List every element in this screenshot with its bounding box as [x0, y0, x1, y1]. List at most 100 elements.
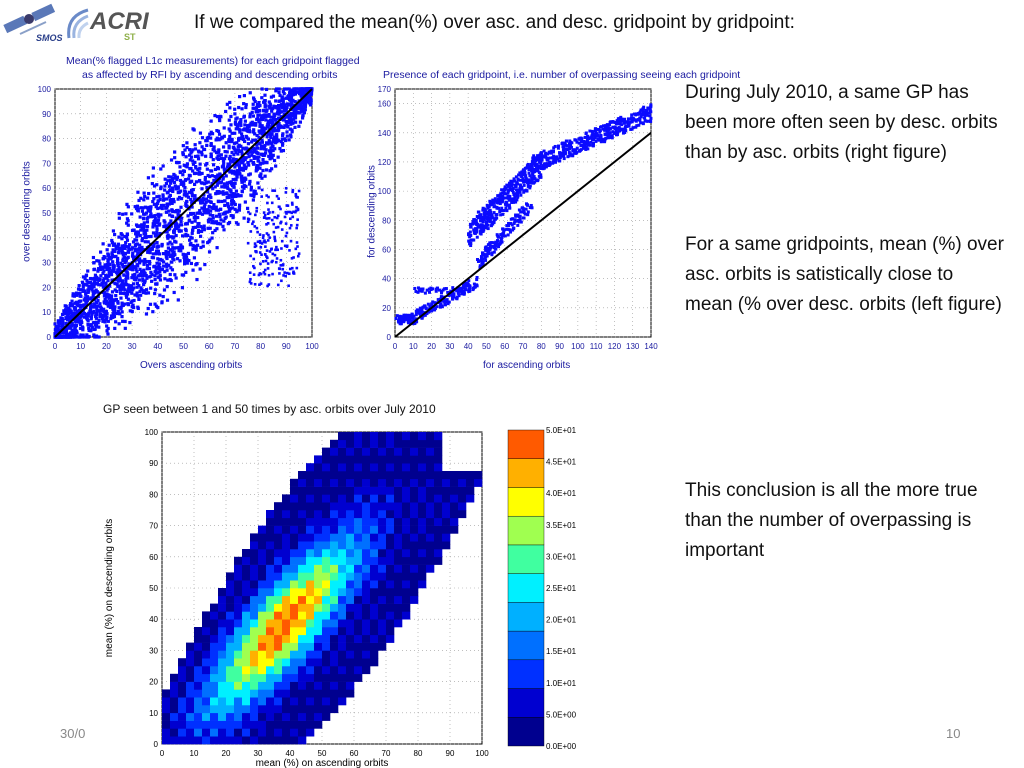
scatter-point: [277, 267, 281, 270]
scatter-point: [222, 228, 226, 232]
scatter-point: [225, 150, 229, 154]
heatmap-cell: [370, 650, 379, 659]
scatter-point: [484, 216, 488, 220]
scatter-point: [227, 118, 231, 122]
heatmap-cell: [354, 455, 363, 464]
scatter-point: [123, 292, 127, 296]
heatmap-cell: [290, 556, 299, 565]
heatmap-cell: [266, 720, 275, 729]
heatmap-cell: [282, 494, 291, 503]
scatter-point: [291, 121, 295, 125]
scatter-point: [193, 160, 197, 164]
heatmap-cell: [306, 697, 315, 706]
heatmap-cell: [290, 486, 299, 495]
scatter-point: [163, 270, 167, 274]
scatter-point: [120, 315, 124, 319]
heatmap-cell: [338, 455, 347, 464]
scatter-point: [221, 190, 225, 194]
scatter-point: [294, 194, 298, 197]
scatter-point: [94, 316, 98, 320]
scatter-point: [267, 195, 270, 199]
scatter-point: [164, 224, 168, 228]
heatmap-cell: [410, 533, 419, 542]
y-tick-label: 70: [149, 522, 158, 531]
scatter-point: [253, 242, 257, 245]
scatter-point: [230, 131, 234, 135]
scatter-point: [198, 162, 202, 166]
scatter-point: [151, 199, 155, 204]
scatter-point: [288, 96, 292, 100]
scatter-point: [594, 139, 598, 143]
heatmap-cell: [314, 658, 323, 667]
scatter-point: [512, 177, 516, 181]
scatter-point: [104, 317, 108, 321]
heatmap-cell: [362, 471, 371, 480]
scatter-point: [270, 109, 274, 113]
scatter-point: [205, 136, 209, 140]
x-tick-label: 120: [608, 342, 622, 351]
satellite-icon: [3, 3, 56, 35]
scatter-point: [133, 255, 138, 260]
heatmap-cell: [378, 572, 387, 581]
scatter-point: [508, 183, 512, 187]
scatter-point: [270, 141, 274, 146]
scatter-point: [420, 307, 424, 311]
heatmap-cell: [314, 580, 323, 589]
scatter-point: [207, 204, 211, 209]
scatter-point: [546, 152, 550, 156]
heatmap-cell: [210, 666, 219, 675]
scatter-point: [142, 289, 146, 293]
x-tick-label: 60: [205, 342, 214, 351]
scatter-point: [239, 136, 243, 141]
scatter-point: [113, 305, 117, 309]
scatter-point: [103, 297, 107, 302]
scatter-point: [121, 212, 125, 216]
heatmap-cell: [210, 720, 219, 729]
scatter-point: [265, 249, 269, 252]
scatter-point: [229, 123, 233, 127]
scatter-point: [125, 232, 130, 236]
scatter-point: [201, 244, 205, 248]
scatter-point: [416, 290, 420, 294]
heatmap-cell: [314, 720, 323, 729]
scatter-point: [261, 117, 265, 122]
scatter-point: [280, 137, 284, 141]
scatter-point: [141, 274, 145, 278]
scatter-point: [498, 242, 502, 246]
scatter-point: [255, 103, 260, 107]
scatter-point: [490, 213, 494, 217]
heatmap-cell: [346, 603, 355, 612]
scatter-point: [99, 274, 103, 278]
scatter-point: [612, 131, 616, 135]
scatter-point: [138, 215, 142, 219]
scatter-point: [603, 125, 607, 129]
scatter-point: [133, 205, 137, 209]
scatter-point: [169, 254, 173, 259]
scatter-point: [298, 120, 302, 124]
scatter-point: [140, 248, 144, 252]
scatter-point: [512, 197, 516, 201]
scatter-point: [219, 153, 223, 157]
heatmap-cell: [338, 556, 347, 565]
scatter-point: [176, 197, 180, 201]
heatmap-cell: [402, 486, 411, 495]
heatmap-cell: [186, 650, 195, 659]
heatmap-cell: [162, 728, 171, 737]
heatmap-cell: [226, 627, 235, 636]
heatmap-cell: [394, 588, 403, 597]
scatter-point: [90, 288, 94, 292]
scatter-point: [116, 284, 120, 288]
heatmap-cell: [306, 705, 315, 714]
heatmap-cell: [234, 611, 243, 620]
scatter-point: [219, 156, 224, 160]
heatmap-cell: [218, 736, 227, 745]
scatter-point: [286, 124, 290, 129]
scatter-point: [279, 125, 283, 129]
scatter-point: [592, 132, 596, 136]
scatter-point: [228, 100, 232, 105]
scatter-point: [246, 220, 250, 224]
scatter-point: [196, 215, 200, 220]
scatter-point: [230, 202, 234, 206]
scatter-point: [200, 136, 205, 140]
scatter-point: [596, 137, 600, 141]
